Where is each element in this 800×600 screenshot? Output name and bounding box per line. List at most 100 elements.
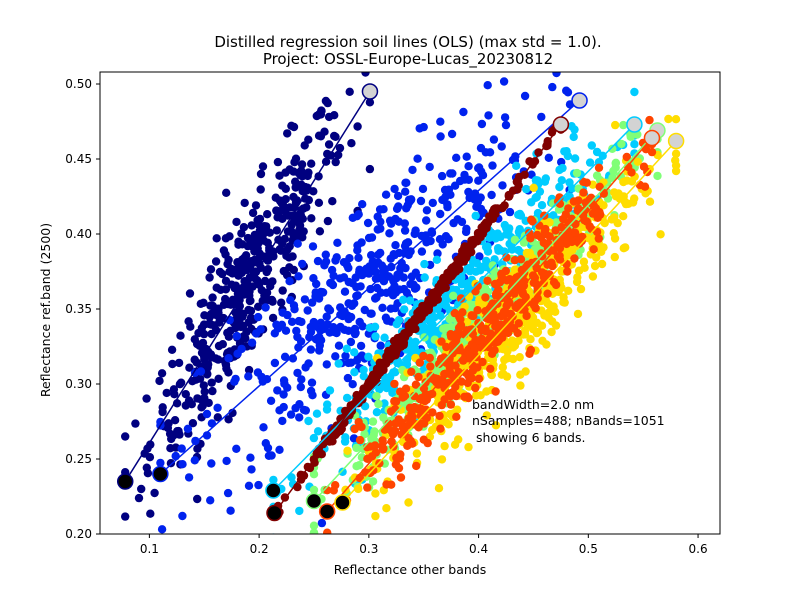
scatter-point: [484, 111, 493, 120]
scatter-point: [363, 483, 372, 492]
scatter-point: [348, 213, 357, 222]
scatter-point: [529, 301, 539, 310]
line-start-marker: [265, 482, 282, 499]
scatter-point: [309, 433, 319, 443]
scatter-point: [331, 256, 340, 265]
scatter-point: [272, 226, 281, 235]
scatter-point: [208, 386, 217, 396]
scatter-point: [579, 257, 589, 266]
scatter-point: [192, 339, 202, 349]
scatter-point: [281, 326, 291, 335]
scatter-point: [237, 268, 246, 278]
scatter-point: [237, 229, 246, 238]
scatter-point: [214, 374, 223, 383]
scatter-point: [299, 405, 309, 415]
scatter-point: [422, 206, 432, 215]
scatter-point: [635, 180, 645, 190]
scatter-point: [621, 199, 631, 209]
scatter-point: [299, 204, 308, 213]
scatter-point: [573, 309, 583, 319]
scatter-point: [285, 203, 294, 212]
scatter-point: [197, 395, 206, 404]
scatter-point: [213, 403, 222, 412]
scatter-point: [277, 298, 286, 307]
scatter-point: [487, 190, 496, 200]
scatter-point: [503, 354, 513, 363]
scatter-point: [393, 270, 402, 279]
scatter-point: [388, 291, 398, 300]
scatter-point: [422, 216, 431, 225]
scatter-point: [142, 394, 151, 403]
regression-line: [124, 91, 371, 482]
scatter-point: [555, 182, 564, 192]
scatter-point: [353, 241, 362, 250]
scatter-point: [333, 238, 342, 247]
scatter-point: [459, 107, 468, 117]
scatter-point: [173, 427, 182, 436]
scatter-point: [540, 227, 549, 236]
scatter-point: [444, 235, 453, 244]
x-tick-label: 0.4: [469, 542, 488, 556]
scatter-point: [357, 351, 367, 360]
scatter-point: [437, 171, 447, 181]
scatter-point: [366, 284, 375, 294]
scatter-point: [619, 244, 628, 253]
scatter-point: [300, 295, 310, 304]
scatter-point: [314, 172, 323, 181]
scatter-point: [331, 157, 340, 167]
scatter-point: [307, 159, 316, 168]
scatter-point: [168, 359, 177, 369]
scatter-point: [576, 284, 586, 294]
scatter-point: [509, 343, 518, 352]
scatter-point: [671, 156, 680, 165]
scatter-point: [342, 393, 352, 403]
scatter-point: [645, 115, 654, 125]
scatter-point: [325, 386, 335, 395]
scatter-point: [447, 332, 456, 341]
scatter-point: [597, 259, 607, 269]
scatter-point: [222, 188, 231, 197]
scatter-point: [411, 226, 420, 235]
scatter-point: [231, 323, 240, 333]
scatter-point: [340, 437, 350, 446]
scatter-point: [533, 327, 543, 337]
scatter-point: [211, 257, 221, 266]
scatter-point: [367, 309, 376, 318]
scatter-point: [256, 185, 265, 194]
scatter-point: [178, 511, 187, 521]
scatter-point: [610, 252, 619, 262]
line-end-marker: [571, 92, 588, 109]
scatter-point: [589, 245, 598, 254]
scatter-point: [482, 313, 491, 323]
scatter-point: [233, 349, 242, 358]
scatter-point: [503, 317, 512, 327]
scatter-point: [334, 150, 343, 160]
scatter-point: [572, 168, 582, 178]
scatter-point: [460, 170, 469, 180]
scatter-point: [348, 279, 357, 288]
scatter-point: [502, 276, 511, 285]
scatter-point: [481, 242, 491, 252]
scatter-point: [428, 320, 437, 329]
scatter-point: [574, 266, 584, 275]
scatter-point: [407, 367, 416, 376]
scatter-point: [277, 320, 287, 329]
scatter-point: [436, 311, 445, 320]
scatter-point: [184, 473, 194, 482]
scatter-point: [320, 127, 329, 136]
scatter-point: [428, 389, 437, 399]
scatter-point: [451, 261, 460, 270]
regression-line: [273, 124, 562, 514]
scatter-point: [547, 258, 556, 267]
scatter-point: [559, 293, 568, 302]
scatter-point: [300, 141, 309, 150]
scatter-point: [578, 211, 588, 220]
scatter-point: [247, 257, 256, 266]
scatter-point: [491, 387, 500, 396]
scatter-point: [263, 443, 273, 453]
scatter-point: [400, 226, 410, 235]
scatter-point: [309, 521, 319, 530]
scatter-point: [355, 435, 365, 445]
scatter-point: [355, 461, 364, 470]
scatter-point: [288, 354, 298, 363]
